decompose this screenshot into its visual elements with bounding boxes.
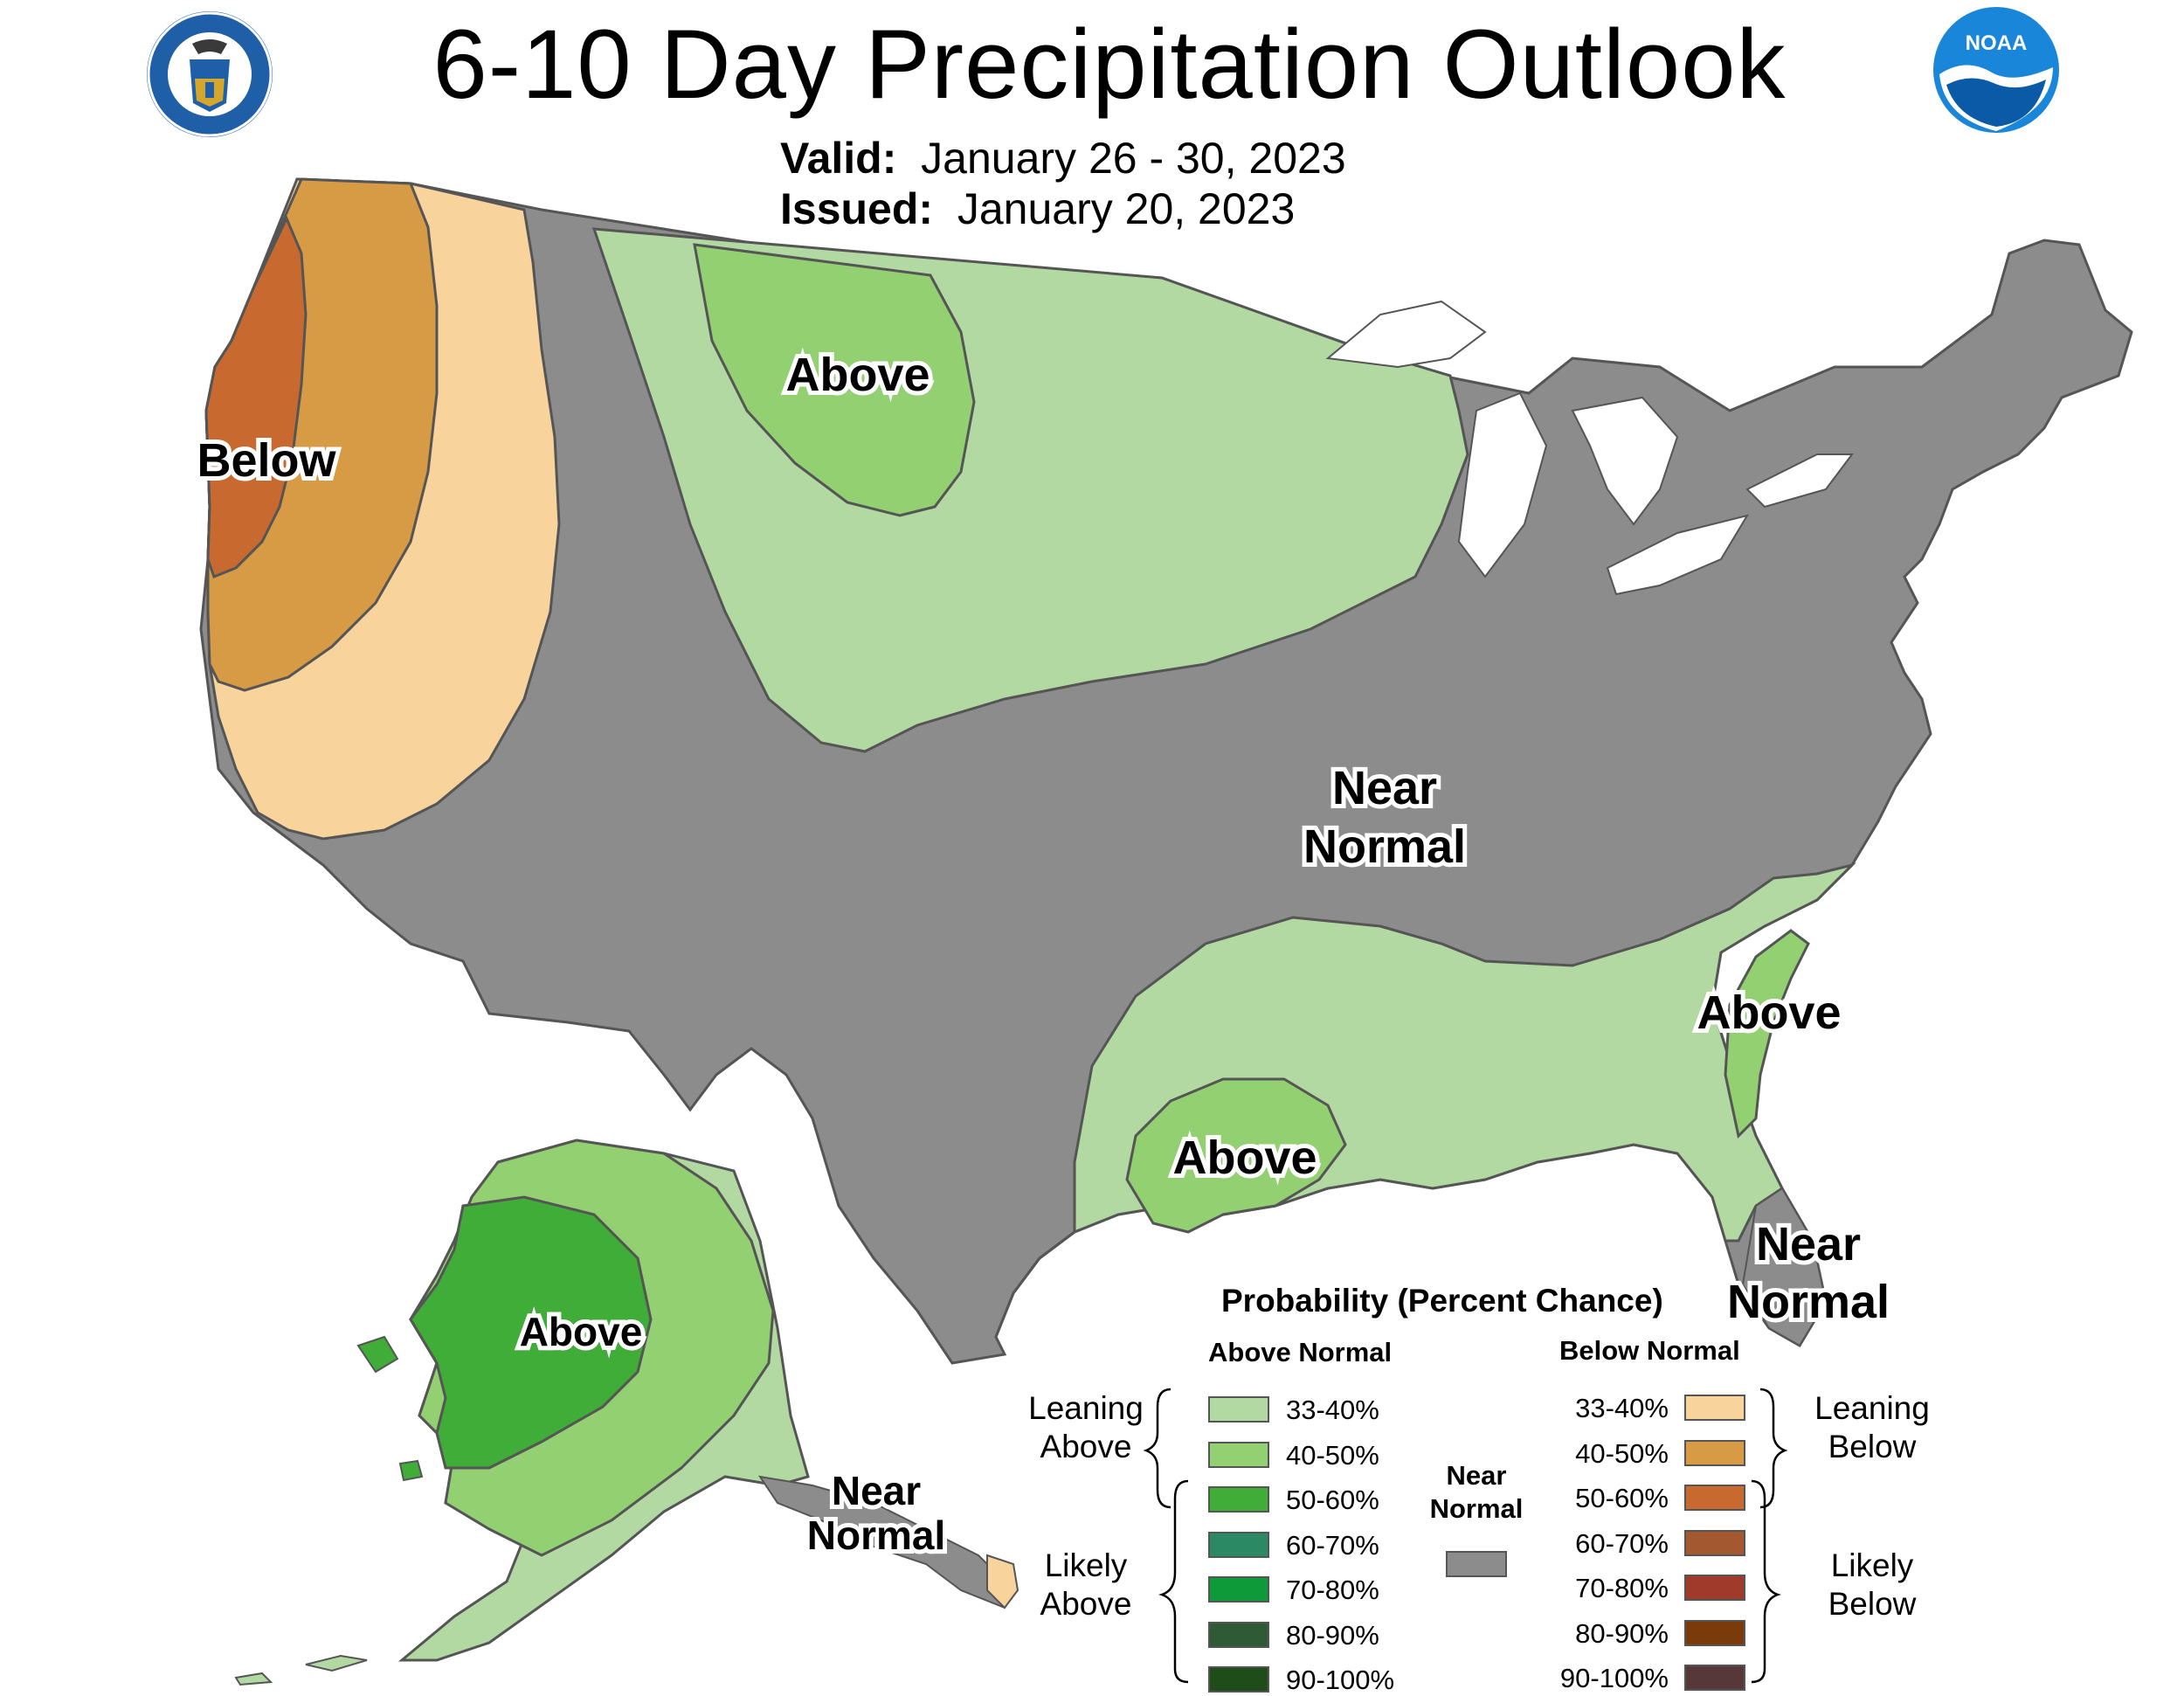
legend-above-swatch-3 [1208, 1531, 1269, 1558]
legend-near-line2: Normal [1429, 1493, 1524, 1524]
region-above-40-50-north [693, 243, 976, 517]
noaa-logo-icon: NOAA [1931, 4, 2062, 135]
legend-below-swatch-4 [1684, 1575, 1745, 1601]
legend-below-range-0: 33-40% [1575, 1393, 1669, 1423]
legend-below-swatch-0 [1684, 1395, 1745, 1421]
great-lakes [1325, 300, 1854, 596]
legend-leaning-below-line1: Leaning [1814, 1390, 1930, 1426]
alaska-islands [356, 1335, 424, 1482]
legend-near-normal-swatch [1446, 1551, 1507, 1577]
legend-above-range-1: 40-50% [1286, 1439, 1379, 1471]
legend-below-range-2: 50-60% [1575, 1483, 1669, 1513]
alaska-above-50-60 [409, 1195, 653, 1470]
legend-below-swatch-1 [1684, 1439, 1745, 1466]
legend-below-swatch-5 [1684, 1619, 1745, 1646]
legend-likely-below: Likely Below [1807, 1547, 1938, 1623]
alaska-panhandle-below-33-40 [986, 1554, 1019, 1609]
legend-above-range-2: 50-60% [1286, 1485, 1379, 1515]
issued-value: January 20, 2023 [957, 184, 1296, 233]
legend-above-header: Above Normal [1208, 1337, 1393, 1367]
label-near-normal-alaska-1: Near [832, 1468, 921, 1513]
legend-above-range-0: 33-40% [1286, 1395, 1379, 1425]
legend-above-range-4: 70-80% [1286, 1575, 1379, 1605]
label-near-normal-central-2: Normal [1303, 820, 1466, 873]
legend-likely-above-line2: Above [1040, 1586, 1132, 1622]
legend-above-swatch-6 [1208, 1666, 1269, 1693]
label-above-alaska: Above [520, 1309, 643, 1354]
legend-above-swatch-2 [1208, 1486, 1269, 1513]
legend-above-swatch-0 [1208, 1396, 1269, 1423]
legend-leaning-below-line2: Below [1828, 1429, 1917, 1464]
region-below-50-60-west [204, 215, 308, 578]
legend-above-swatch-1 [1208, 1441, 1269, 1468]
legend-likely-below-line2: Below [1828, 1586, 1917, 1622]
legend-likely-below-line1: Likely [1830, 1547, 1914, 1583]
legend-leaning-above-line1: Leaning [1028, 1390, 1144, 1426]
commerce-seal-icon [144, 9, 275, 140]
legend-below-swatch-3 [1684, 1529, 1745, 1556]
legend-below-range-4: 70-80% [1575, 1573, 1669, 1603]
page-title: 6-10 Day Precipitation Outlook [432, 10, 1787, 119]
legend-leaning-above: Leaning Above [1020, 1389, 1151, 1466]
label-below-west: Below [197, 434, 336, 487]
legend-braces [1143, 1388, 1788, 1684]
legend-below-swatch-6 [1684, 1665, 1745, 1691]
label-near-normal-alaska-2: Normal [807, 1513, 945, 1558]
valid-line: Valid: January 26 - 30, 2023 [780, 133, 1346, 183]
region-above-40-50-texas [1125, 1077, 1347, 1234]
florida-near-normal [1741, 1187, 1828, 1347]
issued-label: Issued: [780, 184, 934, 233]
label-above-north: Above [785, 349, 930, 401]
legend-above-range-6: 90-100% [1286, 1665, 1395, 1695]
aleutian-islands [234, 1654, 368, 1686]
legend-title: Probability (Percent Chance) [1221, 1283, 1663, 1319]
region-above-40-50-southeast [1724, 929, 1810, 1139]
legend-below-header: Below Normal [1559, 1335, 1740, 1366]
legend-likely-above: Likely Above [1020, 1547, 1151, 1623]
label-near-normal-florida-2: Normal [1727, 1276, 1890, 1328]
legend-leaning-below: Leaning Below [1807, 1389, 1938, 1466]
valid-value: January 26 - 30, 2023 [921, 134, 1346, 183]
legend-above-range-5: 80-90% [1286, 1619, 1379, 1651]
legend-below-range-6: 90-100% [1559, 1663, 1669, 1693]
issued-line: Issued: January 20, 2023 [780, 183, 1295, 234]
legend-above-swatch-5 [1208, 1621, 1269, 1648]
legend-near-normal-header: Near Normal [1424, 1459, 1529, 1526]
legend-above-swatch-4 [1208, 1576, 1269, 1603]
legend-likely-above-line1: Likely [1044, 1547, 1128, 1583]
legend-below-range-1: 40-50% [1575, 1437, 1669, 1469]
legend-near-line1: Near [1446, 1460, 1507, 1491]
valid-label: Valid: [780, 134, 897, 183]
label-near-normal-central-1: Near [1332, 762, 1437, 814]
legend-above-range-3: 60-70% [1286, 1529, 1379, 1561]
legend-below-range-3: 60-70% [1575, 1527, 1669, 1559]
noaa-logo-text: NOAA [1966, 31, 2028, 55]
legend-below-swatch-2 [1684, 1485, 1745, 1511]
label-above-southeast: Above [1697, 986, 1841, 1039]
label-above-texas: Above [1172, 1132, 1317, 1184]
legend-leaning-above-line2: Above [1040, 1429, 1132, 1464]
legend-below-range-5: 80-90% [1575, 1617, 1669, 1649]
label-near-normal-florida-1: Near [1756, 1218, 1861, 1270]
